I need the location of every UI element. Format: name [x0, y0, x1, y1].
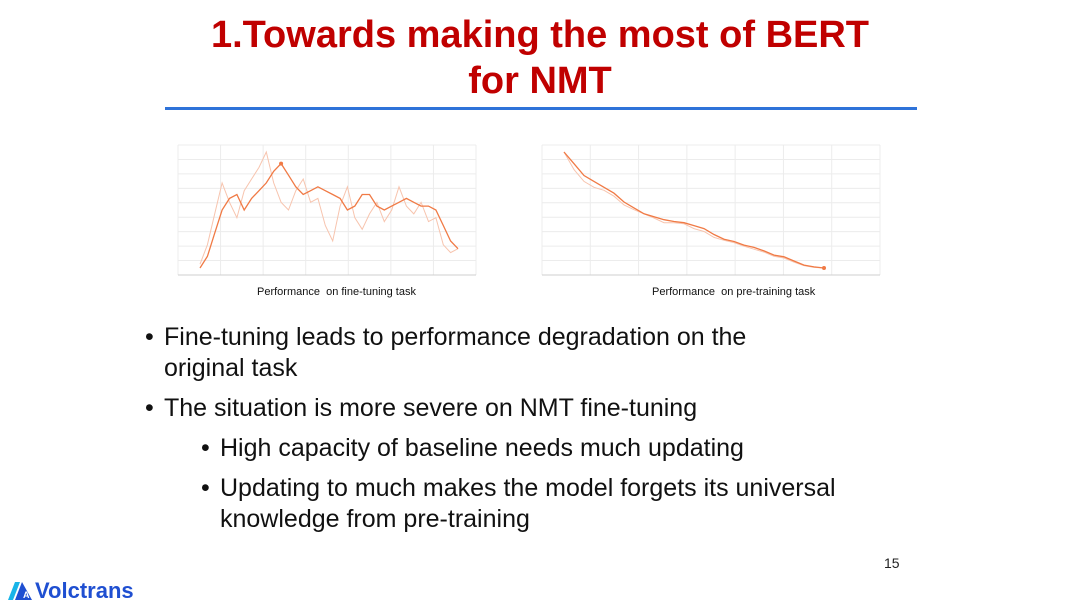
bullet-dot-icon: •	[145, 323, 154, 351]
bullet-text: Updating to much makes the model forgets…	[220, 474, 836, 502]
svg-text:A: A	[23, 590, 30, 600]
title-line-1: 1.Towards making the most of BERT	[210, 14, 870, 56]
pre-training-caption: Performance on pre-training task	[652, 286, 816, 298]
bullet-text: Fine-tuning leads to performance degrada…	[164, 323, 747, 351]
bullet-dot-icon: •	[201, 434, 210, 462]
slide-title: 1.Towards making the most of BERT for NM…	[100, 12, 980, 104]
title-underline	[165, 107, 917, 110]
bullet-list: • Fine-tuning leads to performance degra…	[145, 322, 935, 544]
series-line	[563, 151, 825, 269]
logo-text: Volctrans	[35, 578, 134, 603]
fine-tuning-caption: Performance on fine-tuning task	[257, 286, 416, 298]
bullet-text: The situation is more severe on NMT fine…	[164, 394, 698, 422]
series-line	[199, 150, 459, 265]
bullet-dot-icon: •	[201, 474, 210, 502]
pre-training-chart-svg	[541, 144, 881, 276]
highlight-point	[822, 266, 826, 271]
bullet-item: • The situation is more severe on NMT fi…	[145, 393, 935, 424]
series-line	[199, 162, 459, 269]
title-line-2: for NMT	[468, 60, 612, 102]
page-number: 15	[884, 555, 900, 571]
bullet-item: • Fine-tuning leads to performance degra…	[145, 322, 935, 384]
series-line	[563, 151, 825, 269]
sub-bullet-item: • High capacity of baseline needs much u…	[145, 433, 935, 464]
fine-tuning-chart	[160, 137, 520, 287]
highlight-point	[279, 161, 284, 166]
pre-training-chart	[524, 137, 884, 287]
fine-tuning-chart-svg	[177, 144, 477, 276]
bullet-text-continuation: original task	[164, 354, 298, 382]
sub-bullet-item: • Updating to much makes the model forge…	[145, 473, 935, 535]
volctrans-logo: A Volctrans	[6, 576, 134, 606]
bullet-text: High capacity of baseline needs much upd…	[220, 434, 744, 462]
bullet-text-continuation: knowledge from pre-training	[220, 505, 530, 533]
bullet-dot-icon: •	[145, 394, 154, 422]
volctrans-logo-icon: A	[8, 582, 32, 600]
